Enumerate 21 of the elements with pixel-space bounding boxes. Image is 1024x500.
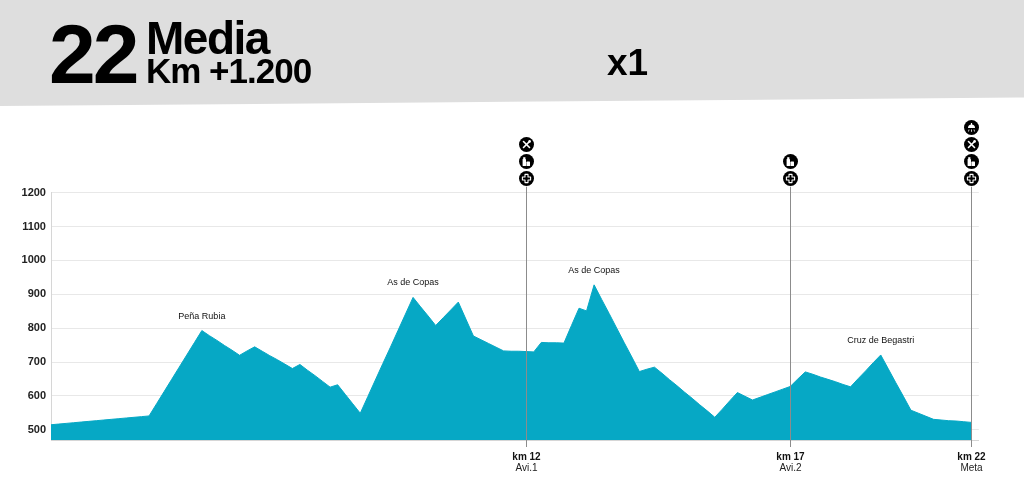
y-tick-label: 800 xyxy=(27,321,46,334)
chart-title: 22 xyxy=(49,7,137,101)
ref-line-label: Avi.1 xyxy=(515,461,538,473)
annotation: As de Copas xyxy=(387,277,440,288)
annotation: As de Copas xyxy=(568,264,621,275)
y-tick-label: 500 xyxy=(27,422,46,435)
text: x1 xyxy=(607,42,649,83)
x-tick-label: km 12 xyxy=(512,450,542,462)
y-tick-label: 700 xyxy=(27,355,46,368)
y-tick-label: 1100 xyxy=(22,219,46,232)
y-tick-label: 1000 xyxy=(21,253,46,266)
ref-line-label: Meta xyxy=(960,461,984,473)
x-tick-label: km 17 xyxy=(776,450,806,462)
annotation: Peña Rubia xyxy=(178,310,226,321)
annotation: Cruz de Begastri xyxy=(847,334,915,345)
ref-line-label: Avi.2 xyxy=(779,461,802,473)
x-tick-label: km 22 xyxy=(957,450,987,462)
chart-subtitle: Media Km +1.200 xyxy=(146,12,312,90)
y-tick-label: 900 xyxy=(27,287,46,300)
y-tick-label: 600 xyxy=(27,388,46,401)
y-tick-label: 1200 xyxy=(21,185,46,198)
